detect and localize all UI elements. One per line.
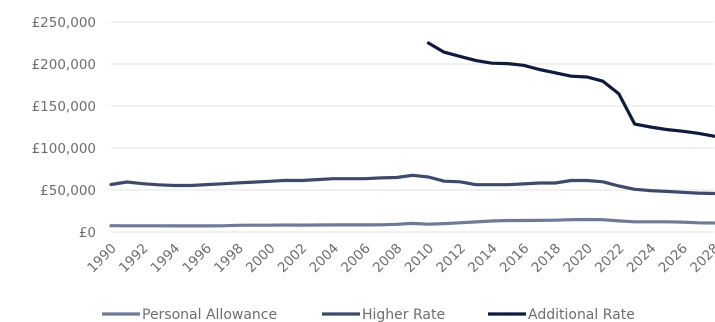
legend-label: Higher Rate — [362, 307, 445, 322]
x-tick-label: 1990 — [84, 241, 120, 277]
x-tick-label: 1996 — [179, 241, 215, 277]
x-tick-label: 2014 — [465, 241, 501, 277]
y-tick-label: £200,000 — [32, 57, 96, 73]
x-tick-label: 2020 — [560, 241, 596, 277]
y-tick-label: £50,000 — [40, 183, 96, 199]
x-tick-label: 2010 — [402, 241, 438, 277]
legend: Personal Allowance Higher Rate Additional … — [102, 307, 635, 322]
series-line-3 — [428, 43, 714, 136]
y-tick-label: £150,000 — [32, 99, 96, 115]
legend-label: Personal Allowance — [142, 307, 277, 322]
x-axis-tick-labels: 1990199219941996199820002002200420062008… — [84, 241, 715, 277]
x-tick-label: 2022 — [592, 241, 628, 277]
x-tick-label: 2012 — [433, 241, 469, 277]
x-tick-label: 2018 — [529, 241, 565, 277]
x-tick-label: 1998 — [211, 241, 247, 277]
gridlines — [111, 22, 714, 232]
series-line-2 — [111, 175, 714, 193]
x-tick-label: 2002 — [275, 241, 311, 277]
x-tick-label: 1992 — [116, 241, 152, 277]
x-tick-label: 1994 — [148, 241, 184, 277]
x-tick-label: 2000 — [243, 241, 279, 277]
x-tick-label: 2016 — [497, 241, 533, 277]
y-axis-tick-labels: £0 £50,000 £100,000 £150,000 £200,000 £250,00… — [32, 15, 96, 241]
y-tick-label: £250,000 — [32, 15, 96, 31]
x-tick-label: 2004 — [306, 241, 342, 277]
y-tick-label: £0 — [79, 225, 96, 241]
x-tick-label: 2006 — [338, 241, 374, 277]
x-tick-label: 2026 — [655, 241, 691, 277]
x-tick-label: 2028 — [687, 241, 715, 277]
x-tick-label: 2008 — [370, 241, 406, 277]
legend-label: Additional Rate — [528, 307, 635, 322]
x-tick-label: 2024 — [624, 241, 660, 277]
series-lines — [111, 43, 714, 226]
y-tick-label: £100,000 — [32, 141, 96, 157]
series-line-1 — [111, 220, 714, 226]
